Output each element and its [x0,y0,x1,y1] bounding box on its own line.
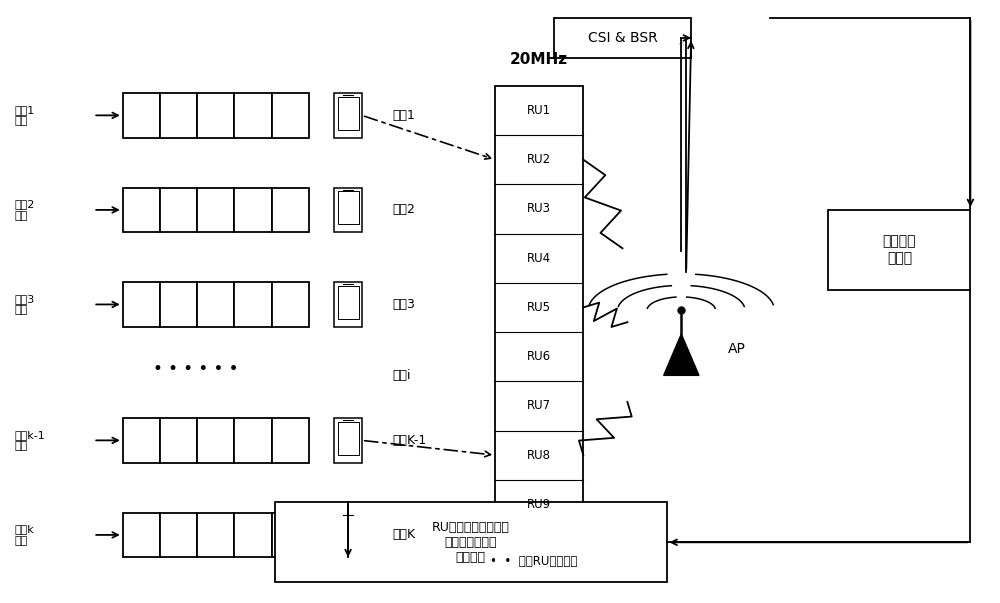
Bar [123,418,160,463]
Bar [160,513,197,557]
Bar [160,188,197,232]
Text: 站点1
队列: 站点1 队列 [15,104,35,126]
Bar [234,188,272,232]
Bar [338,191,359,224]
Bar [272,188,309,232]
Bar [197,282,234,327]
Text: CSI & BSR: CSI & BSR [588,31,657,45]
Text: 站点i: 站点i [392,369,411,382]
Text: 站点2
队列: 站点2 队列 [15,199,35,221]
Text: 站点K-1: 站点K-1 [392,434,426,447]
Text: RU5: RU5 [527,301,551,314]
Text: RU1: RU1 [527,104,551,117]
Text: 站点3
队列: 站点3 队列 [15,294,35,315]
Bar [334,93,362,137]
Text: RU6: RU6 [527,350,551,363]
Text: •  •  其他RU划分方式: • • 其他RU划分方式 [490,555,578,568]
Bar [123,93,160,137]
Bar [197,513,234,557]
Bar [334,418,362,463]
Bar [272,282,309,327]
Bar [828,210,970,289]
Text: AP: AP [728,342,746,356]
Bar [234,282,272,327]
Bar [197,93,234,137]
Text: RU7: RU7 [527,399,551,412]
Bar [272,418,309,463]
Bar [272,513,309,557]
Text: 资源指示
控制器: 资源指示 控制器 [883,235,916,265]
Bar [338,516,359,549]
Bar [123,282,160,327]
Bar [334,513,362,557]
Bar [160,93,197,137]
Bar [160,282,197,327]
Bar [123,513,160,557]
Bar [338,286,359,318]
Text: RU3: RU3 [527,203,551,215]
Text: RU分配、发射功率、
调制编码方案等
信息指示: RU分配、发射功率、 调制编码方案等 信息指示 [432,521,510,564]
Bar [160,418,197,463]
Bar [554,18,691,58]
Bar [495,86,583,529]
Text: 站点K: 站点K [392,528,415,541]
Bar [234,93,272,137]
Text: RU9: RU9 [527,498,551,511]
Bar [234,513,272,557]
Text: 站点k-1
队列: 站点k-1 队列 [15,429,46,451]
Bar [275,502,667,582]
Bar [197,418,234,463]
Text: RU4: RU4 [527,251,551,265]
Bar [338,421,359,455]
Bar [123,188,160,232]
Text: 站点2: 站点2 [392,203,415,216]
Bar [334,282,362,327]
Text: 站点3: 站点3 [392,298,415,311]
Bar [338,96,359,130]
Text: 站点k
队列: 站点k 队列 [15,524,35,546]
Text: RU2: RU2 [527,153,551,166]
Text: • • • • • •: • • • • • • [153,361,239,379]
Text: 20MHz: 20MHz [510,52,568,67]
Bar [197,188,234,232]
Text: RU8: RU8 [527,449,551,462]
Bar [272,93,309,137]
Text: 站点1: 站点1 [392,109,415,122]
Polygon shape [664,334,699,375]
Bar [234,418,272,463]
Bar [334,188,362,232]
